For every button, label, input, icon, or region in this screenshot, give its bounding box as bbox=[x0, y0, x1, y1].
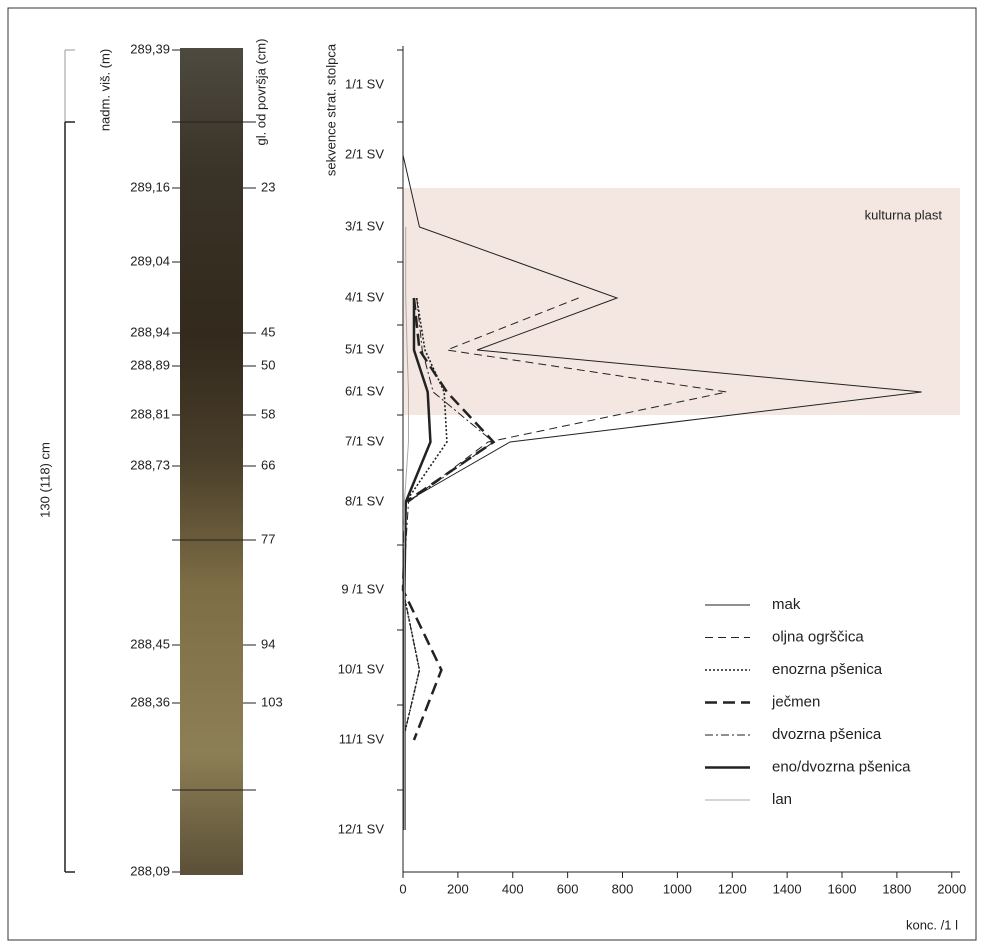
x-tick-label: 0 bbox=[399, 881, 406, 896]
depth-label: 77 bbox=[261, 531, 275, 546]
x-tick-label: 1600 bbox=[828, 881, 857, 896]
frame bbox=[7, 7, 977, 941]
x-tick-label: 1400 bbox=[773, 881, 802, 896]
annotation: kulturna plast bbox=[865, 207, 943, 222]
culture-layer-band bbox=[403, 188, 960, 415]
depth-label: 58 bbox=[261, 406, 275, 421]
x-tick-label: 600 bbox=[557, 881, 579, 896]
elevation-label: 288,36 bbox=[130, 694, 170, 709]
x-tick-label: 1200 bbox=[718, 881, 747, 896]
legend-label: enozrna pšenica bbox=[772, 661, 883, 678]
x-axis-label: konc. /1 l bbox=[906, 917, 958, 932]
y-tick-label: 2/1 SV bbox=[345, 146, 384, 161]
series-line bbox=[402, 154, 922, 503]
y-tick-label: 3/1 SV bbox=[345, 218, 384, 233]
x-tick-label: 400 bbox=[502, 881, 524, 896]
series-line bbox=[402, 297, 495, 741]
y-tick-label: 10/1 SV bbox=[338, 661, 385, 676]
elevation-label: 288,89 bbox=[130, 357, 170, 372]
elevation-label: 288,81 bbox=[130, 406, 170, 421]
legend-label: dvozrna pšenica bbox=[772, 726, 882, 743]
depth-label: 45 bbox=[261, 324, 275, 339]
elevation-label: 288,73 bbox=[130, 457, 170, 472]
legend-label: mak bbox=[772, 596, 801, 613]
y-tick-label: 6/1 SV bbox=[345, 383, 384, 398]
y-tick-label: 7/1 SV bbox=[345, 433, 384, 448]
depth-label: 66 bbox=[261, 457, 275, 472]
elevation-label: 289,04 bbox=[130, 253, 170, 268]
x-tick-label: 200 bbox=[447, 881, 469, 896]
x-tick-label: 1000 bbox=[663, 881, 692, 896]
elevation-label: 288,45 bbox=[130, 636, 170, 651]
thickness-label: 130 (118) cm bbox=[37, 442, 52, 518]
series-line bbox=[408, 297, 727, 503]
y-tick-label: 4/1 SV bbox=[345, 289, 384, 304]
x-tick-label: 2000 bbox=[937, 881, 966, 896]
core-photo bbox=[180, 48, 243, 875]
depth-label: 94 bbox=[261, 636, 275, 651]
x-tick-label: 1800 bbox=[882, 881, 911, 896]
y-tick-label: 8/1 SV bbox=[345, 493, 384, 508]
x-tick-label: 800 bbox=[612, 881, 634, 896]
elevation-label: 288,09 bbox=[130, 863, 170, 878]
elevation-label: 288,94 bbox=[130, 324, 170, 339]
y-tick-label: 1/1 SV bbox=[345, 76, 384, 91]
y-tick-label: 12/1 SV bbox=[338, 821, 385, 836]
y-tick-label: 9 /1 SV bbox=[341, 581, 384, 596]
legend-label: ječmen bbox=[771, 693, 820, 710]
legend-label: oljna ogrščica bbox=[772, 628, 864, 645]
depth-label: 103 bbox=[261, 694, 283, 709]
series-line bbox=[403, 227, 409, 830]
depth-label: 50 bbox=[261, 357, 275, 372]
legend-label: eno/dvozrna pšenica bbox=[772, 758, 911, 775]
depth-label: gl. od površja (cm) bbox=[253, 39, 268, 146]
elevation-label: 289,16 bbox=[130, 179, 170, 194]
y-axis-label: sekvence strat. stolpca bbox=[323, 43, 338, 176]
y-tick-label: 5/1 SV bbox=[345, 341, 384, 356]
legend-label: lan bbox=[772, 791, 792, 808]
elevation-label: nadm. viš. (m) bbox=[97, 49, 112, 131]
y-tick-label: 11/1 SV bbox=[339, 731, 385, 746]
depth-label: 23 bbox=[261, 179, 275, 194]
elevation-label: 289,39 bbox=[130, 41, 170, 56]
